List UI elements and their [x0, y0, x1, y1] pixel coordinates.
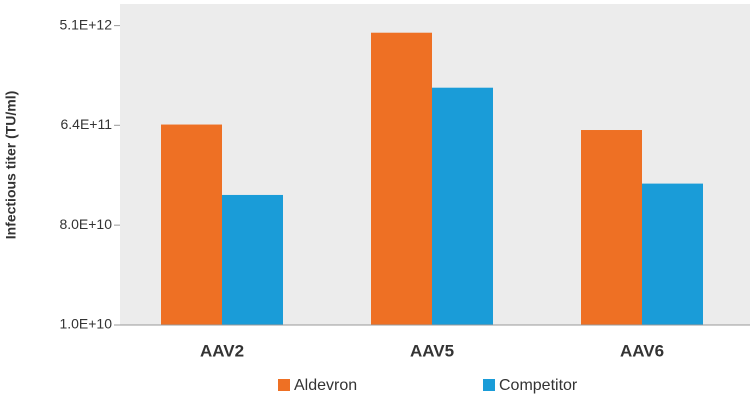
x-tick-label: AAV2 [200, 341, 244, 360]
legend-swatch [483, 379, 495, 391]
bar [222, 194, 283, 325]
bar [581, 130, 642, 325]
y-tick-label: 8.0E+10 [59, 216, 112, 232]
bar [432, 87, 493, 326]
x-tick-label: AAV6 [620, 341, 664, 360]
legend-label: Aldevron [294, 377, 357, 394]
legend-swatch [278, 379, 290, 391]
y-axis-label: Infectious titer (TU/ml) [3, 91, 19, 240]
x-tick-label: AAV5 [410, 341, 454, 360]
bar [642, 183, 703, 325]
legend-label: Competitor [499, 377, 578, 394]
y-tick-label: 1.0E+10 [59, 316, 112, 332]
y-tick-label: 5.1E+12 [59, 16, 112, 32]
y-tick-label: 6.4E+11 [60, 116, 112, 132]
bar [161, 124, 222, 325]
bar [371, 32, 432, 325]
